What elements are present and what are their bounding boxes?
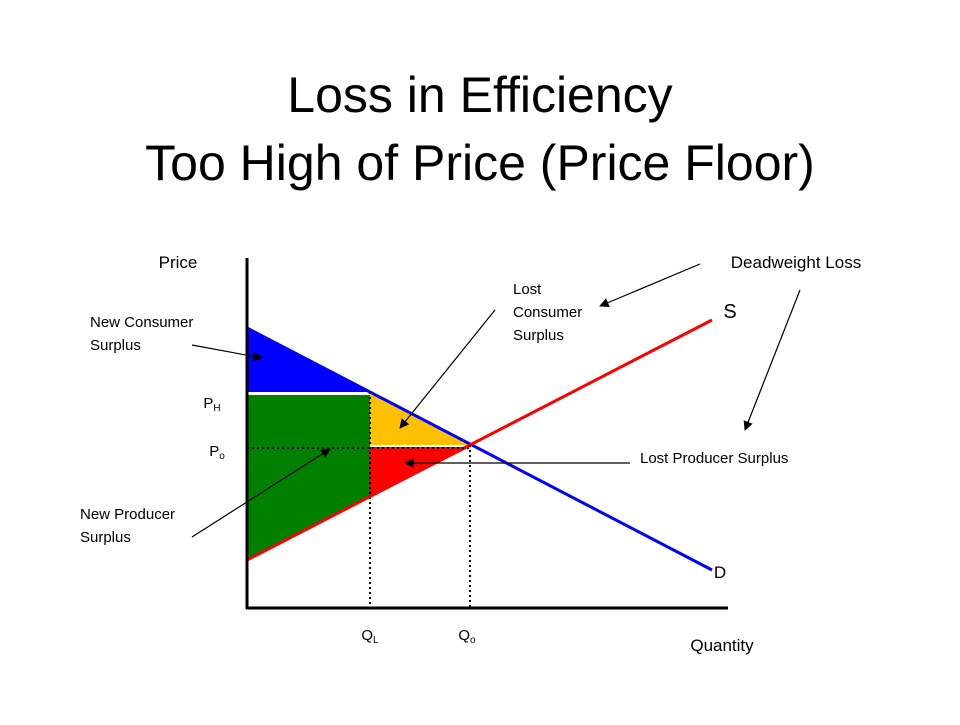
arrow <box>743 289 801 431</box>
price-label: Po <box>209 443 225 462</box>
supply-curve <box>246 318 713 562</box>
supply-label: S <box>723 301 736 323</box>
y-axis-label: Price <box>159 253 198 272</box>
demand-curve <box>246 326 713 572</box>
demand-label: D <box>714 563 726 582</box>
title: Too High of Price (Price Floor) <box>145 135 815 191</box>
new-consumer-surplus-label: New Consumer Surplus <box>90 314 198 354</box>
new-producer-surplus-label: New Producer Surplus <box>80 506 179 546</box>
arrow <box>399 309 496 429</box>
arrow <box>599 263 701 308</box>
x-axis-label: Quantity <box>690 636 754 655</box>
lost-consumer-surplus-label: Lost Consumer Surplus <box>513 281 586 344</box>
quantity-label: QL <box>361 627 379 646</box>
arrow <box>191 448 331 538</box>
quantity-label: Qo <box>458 627 476 646</box>
lost-producer-surplus-label: Lost Producer Surplus <box>640 450 788 467</box>
new-producer-surplus-area <box>247 395 370 560</box>
title: Loss in Efficiency <box>287 67 672 123</box>
price-label: PH <box>203 395 220 414</box>
deadweight-loss-label: Deadweight Loss <box>731 253 861 272</box>
arrow <box>191 344 263 362</box>
